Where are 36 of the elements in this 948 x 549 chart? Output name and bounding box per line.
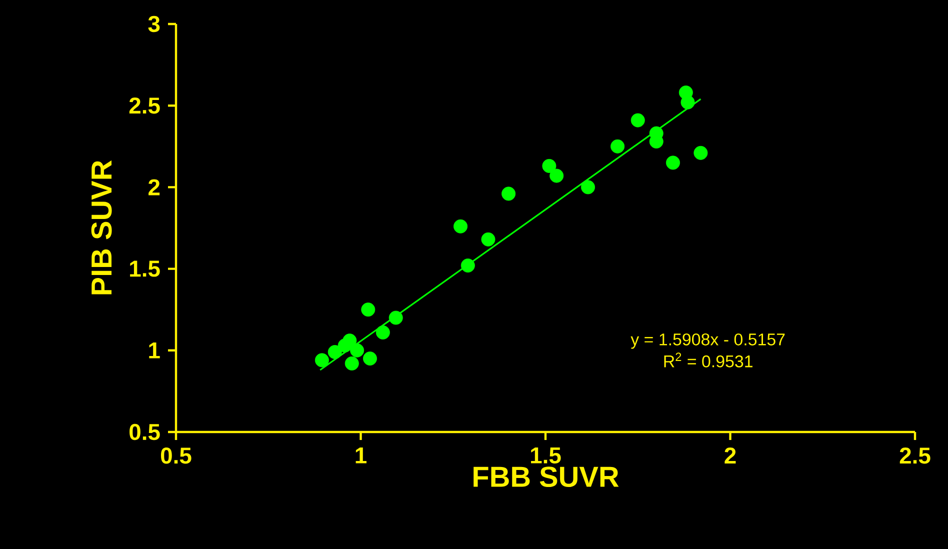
x-tick-label: 2: [724, 448, 736, 464]
point: [610, 139, 625, 154]
y-axis-title: PIB SUVR: [91, 160, 112, 294]
point: [362, 352, 377, 366]
x-axis-title: FBB SUVR: [474, 466, 619, 488]
point: [454, 219, 468, 234]
point: [388, 310, 403, 325]
y-tick-label: 1.5: [130, 260, 160, 277]
x-tick-label: 1.5: [531, 448, 561, 464]
point: [680, 95, 695, 110]
point: [581, 180, 595, 194]
point: [502, 186, 516, 201]
point: [666, 156, 680, 170]
point: [460, 258, 475, 273]
y-tick-label: 3: [148, 16, 160, 32]
annotation: R$^{2}$ = 0.9531: [664, 352, 752, 368]
y-tick-label: 2.5: [129, 97, 160, 114]
point: [350, 343, 364, 358]
point: [481, 232, 496, 246]
point: [344, 356, 359, 370]
point: [328, 345, 342, 360]
annotation: y = 1.5908x - 0.5157: [630, 333, 785, 349]
point: [630, 113, 645, 128]
point: [542, 158, 556, 173]
x-tick-label: 2.5: [900, 448, 930, 464]
y-tick-label: 1: [149, 342, 160, 358]
point: [376, 325, 390, 340]
point: [314, 353, 329, 368]
point: [694, 146, 708, 160]
x-tick-label: 0.5: [160, 448, 192, 464]
x-tick-label: 1: [356, 448, 366, 464]
y-tick-label: 0.5: [130, 424, 160, 440]
point: [342, 334, 357, 348]
y-tick-label: 2: [148, 179, 160, 196]
point: [361, 302, 376, 317]
point: [550, 168, 564, 183]
